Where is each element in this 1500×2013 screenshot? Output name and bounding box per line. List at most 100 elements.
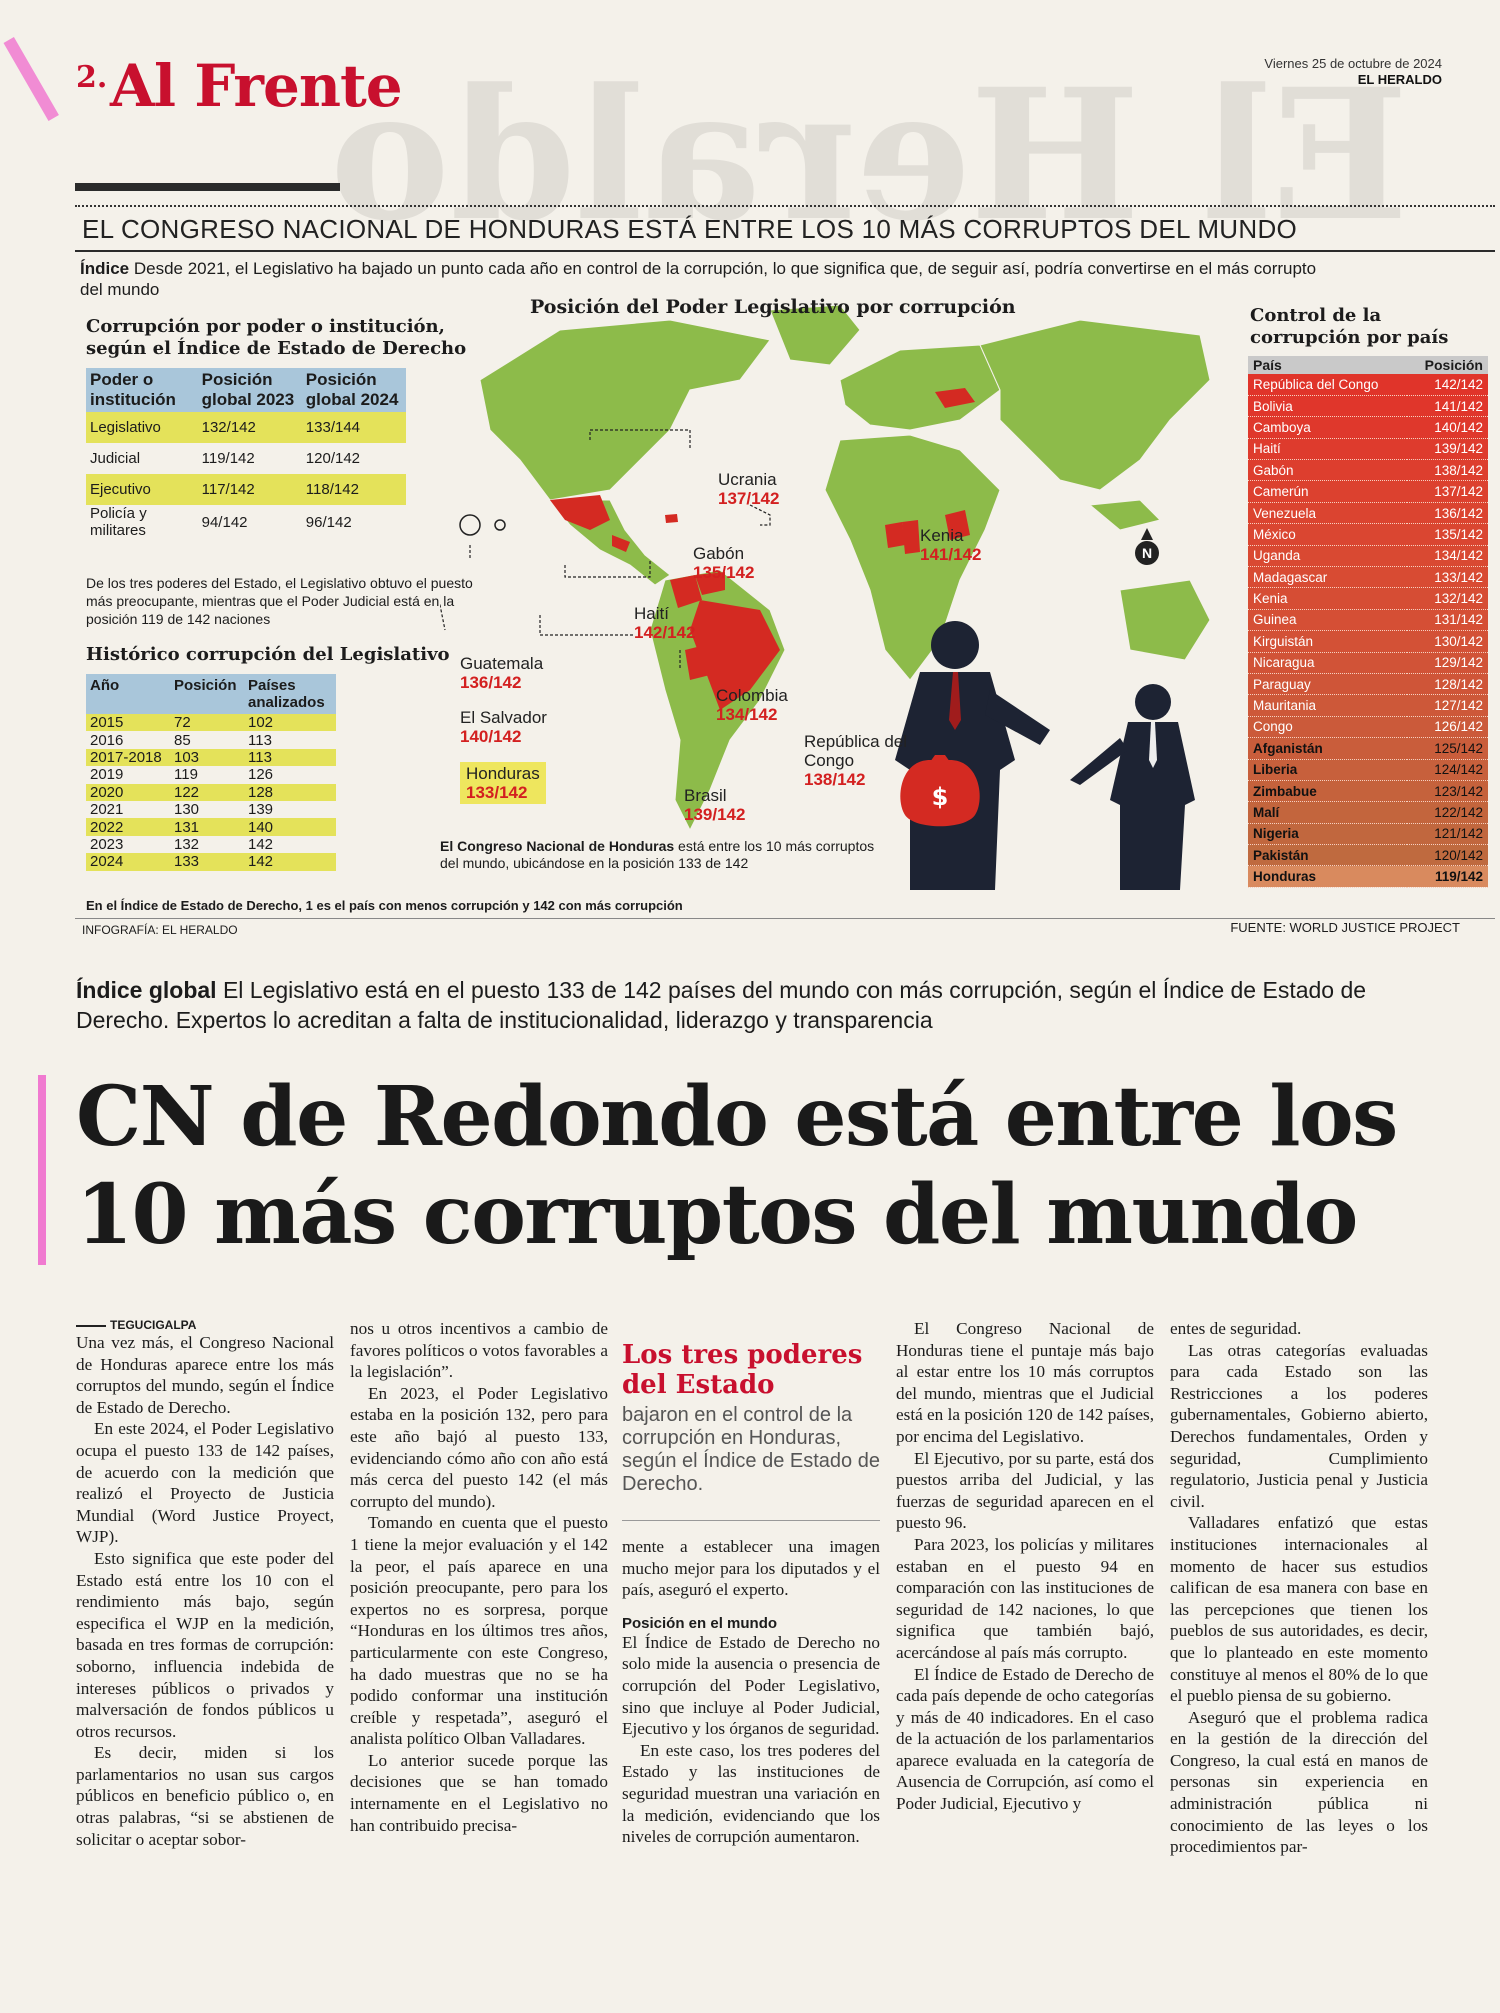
article-column-1: TEGUCIGALPA Una vez más, el Congreso Nac… — [76, 1318, 334, 1850]
map-label-name: Honduras — [466, 764, 540, 783]
table-cell: Bolivia — [1248, 395, 1408, 418]
table-cell: Zimbabue — [1248, 780, 1408, 803]
table-row: Uganda 134/142 — [1248, 545, 1488, 568]
table-cell: 127/142 — [1407, 694, 1488, 717]
mexico-shape — [550, 495, 610, 530]
paragraph: En 2023, el Poder Legislativo estaba en … — [350, 1383, 608, 1511]
table-cell: Honduras — [1248, 865, 1408, 888]
paragraph: Valladares enfatizó que estas institucio… — [1170, 1513, 1428, 1706]
table-row: Haití 139/142 — [1248, 438, 1488, 461]
deck-text: El Legislativo está en el puesto 133 de … — [76, 977, 1367, 1033]
paragraph: En este 2024, el Poder Legislativo ocupa… — [76, 1419, 334, 1547]
sidebar-text: bajaron en el control de la corrupción e… — [622, 1404, 880, 1495]
table2-note: En el Índice de Estado de Derecho, 1 es … — [86, 898, 683, 913]
highlighter-bar — [38, 1075, 46, 1265]
money-symbol: $ — [932, 783, 949, 811]
dateline: TEGUCIGALPA — [76, 1318, 334, 1332]
table-cell: Nigeria — [1248, 823, 1408, 846]
table-cell: 133 — [170, 853, 244, 871]
colombia-shape — [670, 575, 702, 608]
table-cell: Afganistán — [1248, 737, 1408, 760]
haiti-marker — [494, 519, 506, 531]
figure-large-arm — [985, 690, 1050, 745]
table-row: Mauritania 127/142 — [1248, 694, 1488, 717]
table-row: Bolivia 141/142 — [1248, 395, 1488, 418]
table-cell: 128/142 — [1407, 673, 1488, 696]
compass-icon: N — [1135, 528, 1159, 565]
table-cell: 121/142 — [1407, 823, 1488, 846]
ukraine-shape — [935, 388, 975, 408]
table-row: 2019 119 126 — [86, 766, 336, 783]
table-cell: 94/142 — [201, 513, 248, 531]
table-cell: 119/142 — [201, 450, 255, 467]
table-cell: 126 — [248, 766, 274, 784]
figure-small-head — [1135, 684, 1171, 720]
infographic-title: EL CONGRESO NACIONAL DE HONDURAS ESTÁ EN… — [82, 214, 1298, 244]
history-table: Año Posición Países analizados 2015 72 102… — [86, 674, 336, 871]
table-cell: 122/142 — [1407, 801, 1488, 824]
table-cell: 2020 — [86, 783, 170, 801]
asia-shape — [979, 319, 1210, 491]
table-cell: Madagascar — [1248, 566, 1408, 589]
table-row: Policía y militares 94/142 96/142 — [86, 505, 406, 539]
central-america-red-shape — [612, 535, 630, 552]
table-row: Venezuela 136/142 — [1248, 502, 1488, 525]
map-label-name: Gabón — [693, 544, 745, 563]
table-row: Zimbabue 123/142 — [1248, 780, 1488, 803]
table-row: 2023 132 142 — [86, 836, 336, 853]
issue-date: Viernes 25 de octubre de 2024 — [1264, 56, 1442, 71]
congo-shape — [902, 520, 920, 554]
table-row: Kirguistán 130/142 — [1248, 630, 1488, 653]
table-cell: México — [1248, 523, 1408, 546]
map-label-value: 134/142 — [716, 705, 778, 724]
table-cell: Haití — [1248, 438, 1408, 461]
table-cell: 137/142 — [1407, 480, 1488, 503]
table-cell: 133/142 — [1407, 566, 1488, 589]
table-row: Malí 122/142 — [1248, 801, 1488, 824]
table-cell: 133/144 — [301, 412, 406, 443]
table-header: Año — [86, 674, 170, 714]
table-cell: Policía y militares — [90, 505, 147, 539]
table-cell: 138/142 — [1407, 459, 1488, 482]
map-label-value: 142/142 — [634, 623, 696, 642]
country-ranking-table: País Posición República del Congo 142/142… — [1248, 356, 1488, 888]
table-cell: Pakistán — [1248, 844, 1408, 867]
table-header: Países analizados — [244, 674, 336, 714]
table-cell: 113 — [248, 731, 272, 749]
map-label-value: 141/142 — [920, 545, 982, 564]
table-cell: Nicaragua — [1248, 652, 1408, 674]
kenya-shape — [945, 510, 970, 540]
article-column-4: El Congreso Nacional de Honduras tiene e… — [896, 1318, 1154, 1815]
subhead: Posición en el mundo — [622, 1614, 778, 1632]
map-label-name: El Salvador — [460, 708, 547, 727]
infographic-credit: INFOGRAFÍA: EL HERALDO — [82, 923, 238, 937]
headline: CN de Redondo está entre los 10 más corr… — [76, 1069, 1398, 1263]
paragraph: En este caso, los tres poderes del Estad… — [622, 1740, 880, 1847]
table-header: Posición — [170, 674, 244, 714]
honduras-marker — [459, 514, 481, 536]
map-label-name: Brasil — [684, 786, 727, 805]
table-cell: 140 — [244, 818, 336, 836]
table-cell: Camerún — [1248, 480, 1408, 503]
table-cell: Camboya — [1248, 416, 1408, 439]
infographic-rule — [75, 250, 1495, 252]
table-cell: 124/142 — [1407, 759, 1488, 781]
paragraph: mente a establecer una imagen mucho mejo… — [622, 1537, 880, 1600]
paragraph: Aseguró que el problema radica en la ges… — [1170, 1707, 1428, 1857]
table-row: Gabón 138/142 — [1248, 459, 1488, 482]
table-cell: 2022 — [86, 818, 170, 836]
table-cell: 2021 — [90, 801, 124, 819]
map-label-haiti: Haití 142/142 — [634, 604, 695, 642]
table-cell: 132/142 — [197, 412, 302, 443]
table-cell: 139 — [248, 801, 274, 819]
tie-icon — [949, 672, 961, 730]
infographic-lead: Índice Desde 2021, el Legislativo ha baj… — [80, 258, 1330, 300]
table-cell: 142 — [248, 835, 274, 853]
table-cell: Legislativo — [86, 412, 198, 443]
table-cell: Gabón — [1248, 459, 1408, 482]
map-caption-text: está entre los 10 más corruptos del mund… — [440, 838, 875, 871]
table-row: Paraguay 128/142 — [1248, 673, 1488, 696]
greenland-shape — [769, 304, 861, 366]
paragraph: Las otras categorías evaluadas para cada… — [1170, 1340, 1428, 1511]
table-cell: 125/142 — [1407, 737, 1488, 760]
